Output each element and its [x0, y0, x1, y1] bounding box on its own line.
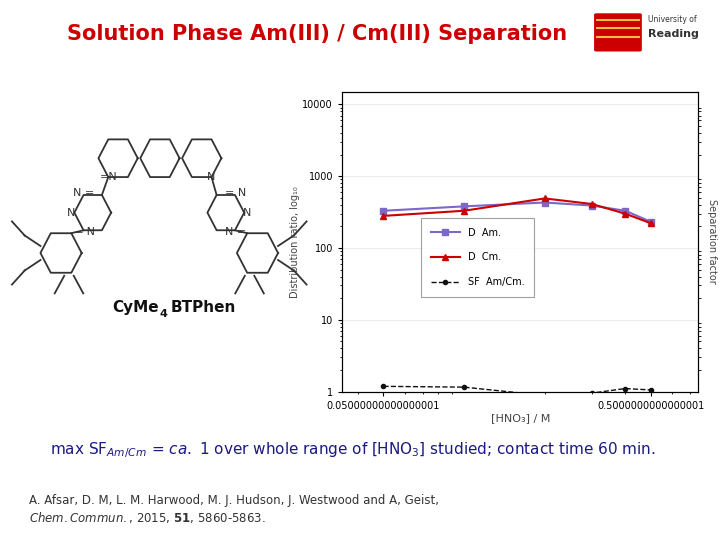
D  Am. — [379, 207, 388, 214]
SF  Am/Cm. — [647, 387, 656, 393]
D  Am. — [588, 202, 596, 209]
SF  Am/Cm. — [621, 385, 629, 392]
FancyBboxPatch shape — [594, 14, 642, 51]
Text: $\it{Chem. Commun.}$, 2015, $\bf{51}$, 5860-5863.: $\it{Chem. Commun.}$, 2015, $\bf{51}$, 5… — [29, 510, 266, 525]
Text: N =: N = — [73, 188, 94, 198]
Text: N: N — [207, 172, 216, 182]
Text: Reading: Reading — [648, 29, 699, 39]
Text: = N: = N — [225, 188, 246, 198]
Y-axis label: Separation factor: Separation factor — [707, 199, 717, 284]
Text: Solution Phase Am(III) / Cm(III) Separation: Solution Phase Am(III) / Cm(III) Separat… — [67, 24, 567, 44]
Text: University of: University of — [648, 15, 696, 24]
Text: N =: N = — [225, 227, 246, 237]
SF  Am/Cm. — [379, 383, 388, 389]
D  Am. — [621, 207, 629, 214]
D  Cm. — [588, 201, 596, 207]
Text: A. Afsar, D. M, L. M. Harwood, M. J. Hudson, J. Westwood and A, Geist,: A. Afsar, D. M, L. M. Harwood, M. J. Hud… — [29, 494, 443, 507]
Y-axis label: Distribution ratio, log₁₀: Distribution ratio, log₁₀ — [289, 186, 300, 298]
Text: N: N — [67, 207, 76, 218]
Text: BTPhen: BTPhen — [171, 300, 235, 315]
Text: CyMe: CyMe — [112, 300, 159, 315]
D  Cm. — [379, 213, 388, 219]
SF  Am/Cm. — [541, 392, 549, 399]
Line: D  Am.: D Am. — [381, 200, 654, 225]
SF  Am/Cm. — [460, 384, 469, 390]
Text: 4: 4 — [160, 309, 168, 320]
D  Cm. — [541, 195, 549, 201]
Text: — N: — N — [72, 227, 95, 237]
Line: SF  Am/Cm.: SF Am/Cm. — [382, 384, 653, 397]
D  Cm. — [460, 207, 469, 214]
X-axis label: [HNO₃] / M: [HNO₃] / M — [490, 413, 550, 423]
D  Am. — [541, 199, 549, 206]
D  Am. — [647, 219, 656, 225]
D  Am. — [460, 203, 469, 210]
Text: N: N — [243, 207, 251, 218]
Legend: D  Am., D  Cm., SF  Am/Cm.: D Am., D Cm., SF Am/Cm. — [421, 218, 534, 296]
SF  Am/Cm. — [588, 390, 596, 396]
D  Cm. — [621, 211, 629, 217]
Line: D  Cm.: D Cm. — [381, 195, 654, 226]
Text: max SF$_{Am/Cm}$ = $ca.$ 1 over whole range of [HNO$_3$] studied; contact time 6: max SF$_{Am/Cm}$ = $ca.$ 1 over whole ra… — [50, 440, 656, 460]
Text: =N: =N — [99, 172, 117, 182]
D  Cm. — [647, 220, 656, 227]
